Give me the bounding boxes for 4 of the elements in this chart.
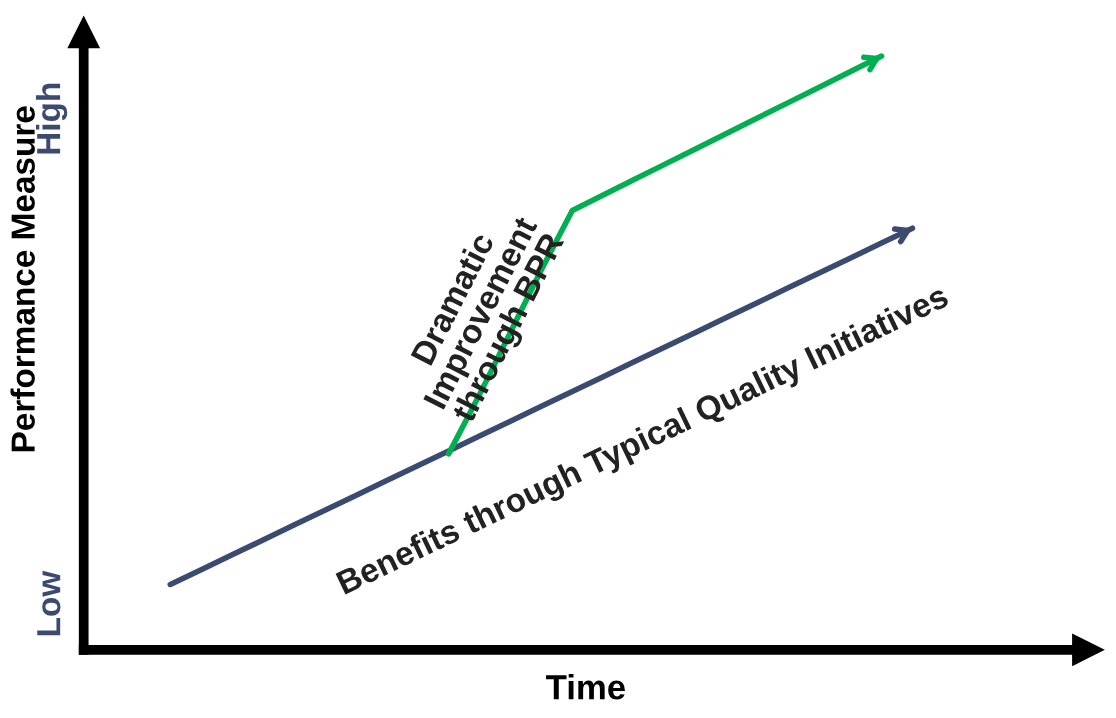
text: Low: [37, 570, 61, 636]
x-axis-title: Time: [546, 674, 625, 700]
text: High: [35, 83, 68, 154]
y-axis-title: Performance Measure: [10, 106, 35, 452]
